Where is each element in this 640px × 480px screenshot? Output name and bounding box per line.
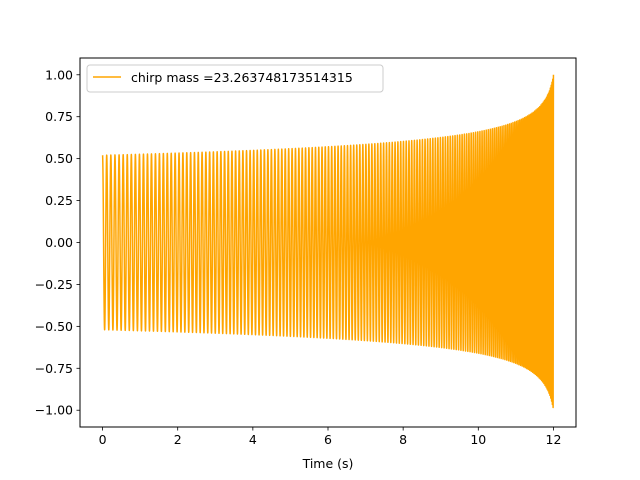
- series-layer: [101, 74, 555, 409]
- x-axis-label: Time (s): [302, 456, 354, 471]
- x-axis: 0 2 4 6 8 10 12: [99, 427, 562, 447]
- y-tick-label: 0.75: [45, 109, 73, 124]
- x-tick-label: 4: [249, 432, 257, 447]
- y-tick-label: 0.00: [45, 235, 73, 250]
- y-tick-label: −0.75: [35, 361, 73, 376]
- series-line-0: [101, 74, 555, 409]
- legend-box: [86, 64, 384, 93]
- x-tick-label: 2: [174, 432, 182, 447]
- y-tick-label: 0.50: [45, 151, 73, 166]
- legend-label: chirp mass =23.263748173514315: [131, 70, 353, 85]
- x-tick-label: 10: [470, 432, 486, 447]
- x-tick-label: 6: [324, 432, 332, 447]
- x-tick-label: 8: [399, 432, 407, 447]
- y-tick-label: −0.50: [35, 319, 73, 334]
- y-tick-label: 1.00: [45, 67, 73, 82]
- plot-area: [79, 57, 577, 428]
- y-axis: 1.00 0.75 0.50 0.25 0.00 −0.25 −0.50 −0.75 −1.00: [35, 67, 80, 418]
- y-tick-label: −0.25: [35, 277, 73, 292]
- x-tick-label: 0: [99, 432, 107, 447]
- x-tick-label: 12: [546, 432, 562, 447]
- y-tick-label: 0.25: [45, 193, 73, 208]
- legend: chirp mass =23.263748173514315: [86, 64, 384, 93]
- y-tick-label: −1.00: [35, 403, 73, 418]
